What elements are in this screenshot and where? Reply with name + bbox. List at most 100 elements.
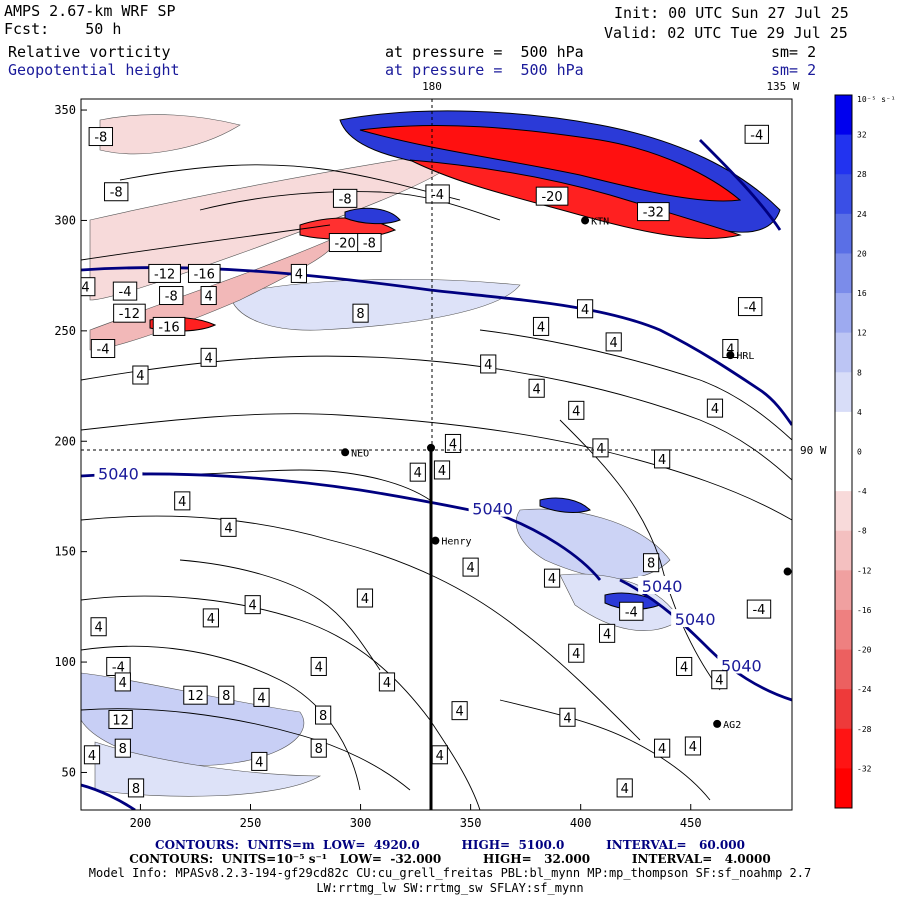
vorticity-label: 4: [383, 676, 391, 691]
colorbar-segment: [835, 213, 852, 254]
height-label: 5040: [675, 610, 716, 629]
x-tick-label: 300: [350, 816, 372, 830]
vorticity-label-box: [218, 685, 235, 705]
height-label: 5040: [472, 500, 513, 519]
vorticity-label-box: [200, 347, 217, 367]
positive-vorticity-area: [81, 672, 305, 766]
vorticity-label: 4: [533, 382, 541, 397]
colorbar-tick-label: -16: [857, 606, 872, 615]
colorbar-tick-label: -24: [857, 685, 872, 694]
meridian-right-label: 90 W: [800, 444, 827, 457]
colorbar-tick-label: 32: [857, 131, 867, 140]
colorbar-segment: [835, 609, 852, 651]
y-tick-label: 50: [62, 765, 76, 779]
height-label-box: [638, 575, 687, 594]
colorbar-tick-label: 12: [857, 329, 867, 338]
colorbar-segment: [835, 768, 852, 809]
vorticity-label-box: [81, 277, 96, 297]
vorticity-label-box: [737, 297, 763, 317]
positive-vorticity-area: [94, 741, 322, 797]
field1-label: Relative vorticity: [8, 43, 171, 61]
y-tick-label: 100: [54, 655, 76, 669]
vorticity-label: 4: [119, 676, 127, 691]
station-marker: [431, 536, 440, 545]
vorticity-label-box: [616, 778, 633, 798]
colorbar-segment: [835, 134, 852, 175]
vorticity-label-box: [356, 588, 374, 608]
vorticity-label: 4: [537, 320, 545, 335]
vorticity-label-box: [251, 751, 268, 771]
vorticity-label-box: [220, 517, 237, 537]
vorticity-label: -4: [77, 281, 90, 296]
colorbar-segment: [835, 332, 852, 373]
vorticity-label-box: [532, 316, 550, 336]
vorticity-label-box: [310, 738, 327, 758]
station-label: Henry: [441, 537, 471, 548]
x-tick-label: 400: [570, 816, 592, 830]
height-contour: [699, 139, 782, 231]
colorbar-tick-label: 16: [857, 289, 867, 298]
height-label: 5040: [721, 656, 762, 675]
y-tick-label: 350: [54, 103, 76, 117]
vorticity-label: -8: [110, 186, 123, 201]
vorticity-label: 4: [596, 442, 604, 457]
valid-time: Valid: 02 UTC Tue 29 Jul 25: [604, 24, 848, 42]
station-marker: [726, 351, 735, 360]
vorticity-label: 4: [715, 674, 723, 689]
colorbar-segment: [835, 649, 852, 690]
vorticity-label: -4: [97, 343, 110, 358]
vorticity-label-box: [352, 303, 369, 323]
vorticity-label-box: [654, 738, 671, 758]
vorticity-label: 12: [187, 689, 204, 704]
vorticity-label: 4: [658, 742, 666, 757]
field2-label: Geopotential height: [8, 61, 180, 79]
vorticity-label: -4: [744, 301, 757, 316]
station-marker: [341, 448, 350, 457]
vorticity-label: -32: [643, 206, 664, 221]
vorticity-label: 4: [207, 612, 215, 627]
colorbar-tick-label: 4: [857, 408, 862, 417]
vorticity-label-box: [310, 656, 327, 676]
vorticity-label-box: [112, 281, 138, 301]
vorticity-label: -12: [119, 307, 140, 322]
colorbar-segment: [835, 253, 852, 294]
vorticity-label-box: [592, 438, 609, 458]
vorticity-label: -8: [94, 131, 107, 146]
vorticity-label-box: [159, 286, 184, 306]
vorticity-label: 4: [484, 358, 492, 373]
station-label: HRL: [736, 351, 754, 362]
vorticity-label: 4: [689, 740, 697, 755]
vorticity-label: 4: [680, 660, 688, 675]
station-label: KTN: [591, 216, 609, 227]
vorticity-label-box: [90, 339, 116, 359]
vorticity-label-box: [409, 462, 426, 482]
vorticity-label: -4: [119, 285, 132, 300]
vorticity-label: -8: [363, 237, 376, 252]
vorticity-contour-lines: [81, 164, 792, 810]
vorticity-label: 8: [132, 782, 140, 797]
height-contour: [81, 783, 136, 810]
colorbar-tick-label: 20: [857, 249, 867, 258]
vorticity-label: 4: [205, 290, 213, 305]
x-tick-label: 450: [680, 816, 702, 830]
footer-model-info: Model Info: MPASv8.2.3-194-gf29cd82c CU:…: [88, 866, 812, 880]
vorticity-label: 4: [315, 660, 323, 675]
vorticity-label-box: [202, 608, 219, 628]
level1-label: at pressure = 500 hPa: [385, 43, 584, 61]
vorticity-label: 4: [563, 711, 571, 726]
vorticity-label-box: [451, 701, 468, 721]
vorticity-label: 4: [295, 267, 303, 282]
colorbar-segment: [835, 689, 852, 730]
init-time: Init: 00 UTC Sun 27 Jul 25: [614, 4, 849, 22]
colorbar-tick-label: -12: [857, 566, 872, 575]
vorticity-label: 4: [205, 351, 213, 366]
y-tick-label: 200: [54, 434, 76, 448]
vorticity-label-box: [744, 124, 769, 144]
height-contour: [619, 578, 792, 702]
vorticity-label-box: [104, 182, 129, 202]
height-label-box: [468, 498, 517, 517]
station-marker: [713, 719, 722, 728]
forecast-hour: Fcst: 50 h: [4, 20, 122, 38]
vorticity-label: 4: [572, 404, 580, 419]
vorticity-label: 4: [178, 495, 186, 510]
